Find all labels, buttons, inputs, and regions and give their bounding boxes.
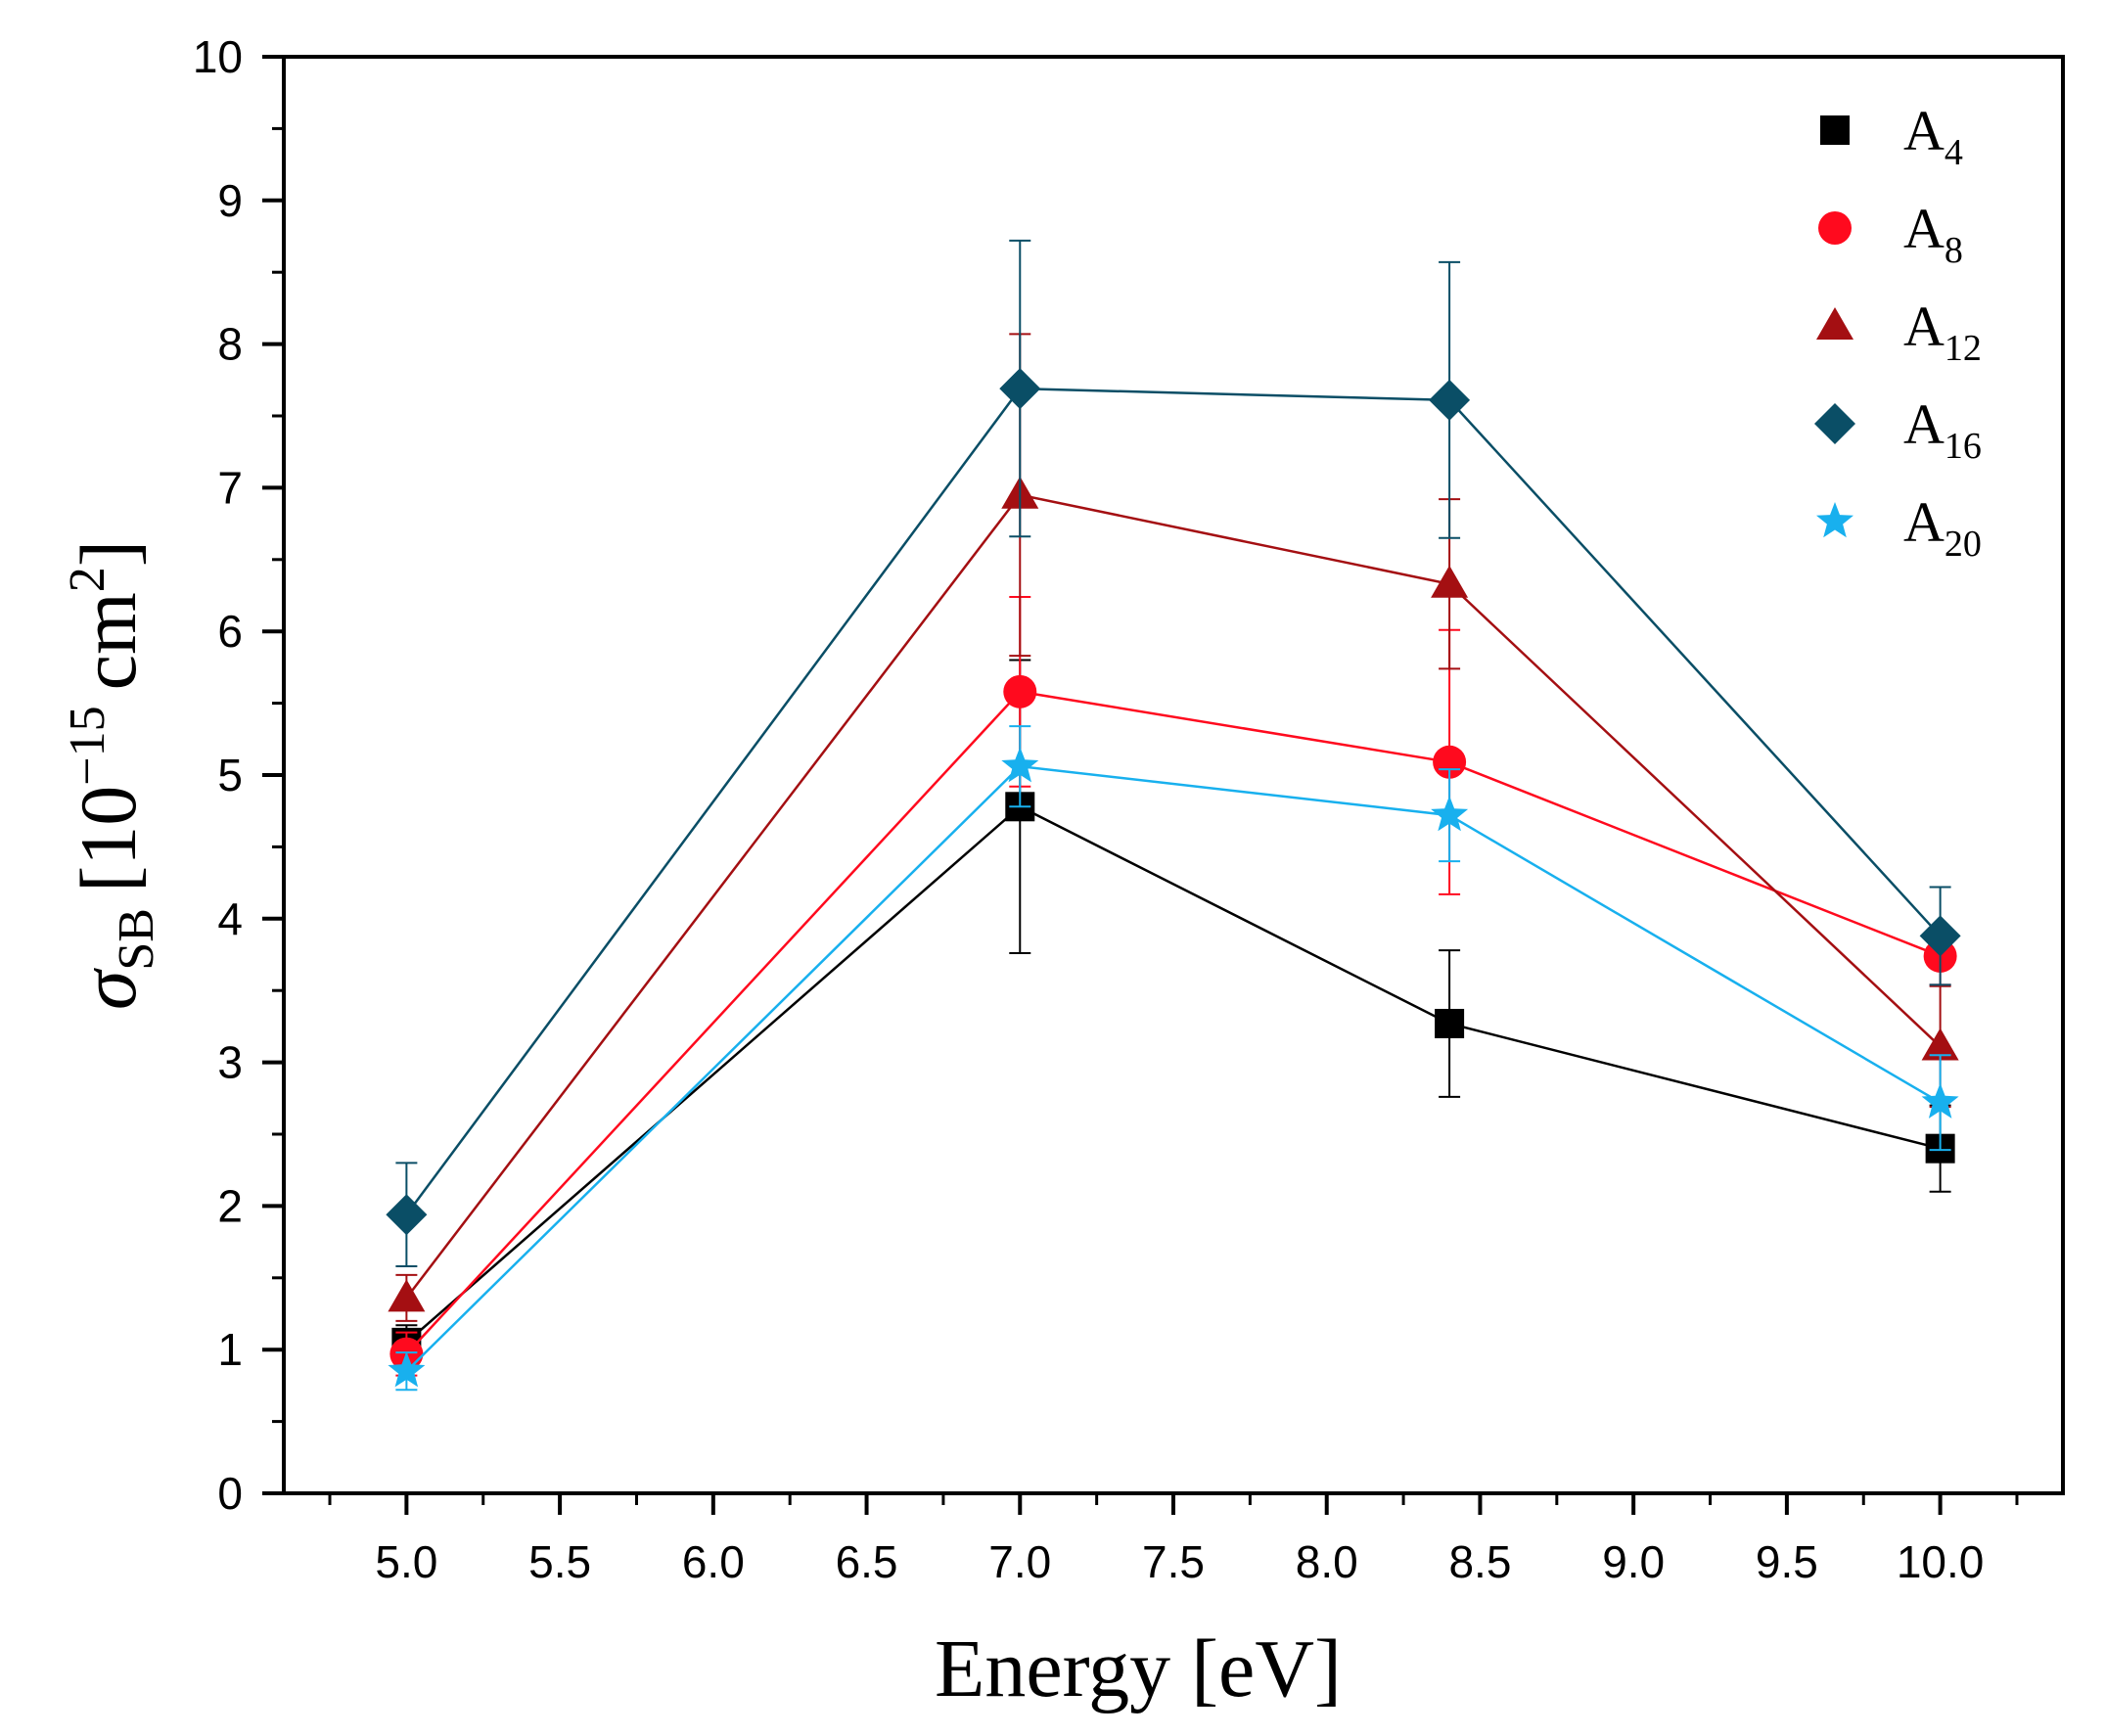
series-line	[405, 690, 1942, 1355]
y-axis-unit-suffix: ]	[64, 540, 153, 567]
legend-label-subscript: 4	[1945, 132, 1963, 173]
data-point	[386, 1194, 428, 1236]
legend-label-main: A	[1903, 392, 1945, 456]
plot-frame	[282, 55, 2065, 1495]
y-tick-label: 4	[217, 893, 243, 944]
legend-label-main: A	[1903, 490, 1945, 554]
data-point	[1919, 915, 1961, 957]
x-tick-label: 6.5	[836, 1536, 898, 1587]
data-point	[1001, 747, 1039, 783]
legend-label-subscript: 20	[1945, 524, 1982, 565]
data-point	[1429, 379, 1471, 421]
y-tick-label: 8	[217, 319, 243, 370]
legend-label: A12	[1903, 295, 1982, 369]
x-tick-label: 7.0	[988, 1536, 1051, 1587]
series-layer	[386, 239, 1961, 1392]
y-tick-label: 6	[217, 606, 243, 657]
legend-marker	[1816, 307, 1853, 340]
legend-label-subscript: 16	[1945, 426, 1982, 467]
x-axis-title: Energy [eV]	[935, 1623, 1342, 1714]
legend-label-main: A	[1903, 295, 1945, 358]
series-line	[405, 764, 1942, 1373]
y-tick-label: 5	[217, 750, 243, 800]
data-point	[1435, 1008, 1465, 1038]
series-line	[405, 387, 1942, 1215]
x-tick-label: 10.0	[1897, 1536, 1985, 1587]
data-point	[1433, 745, 1467, 779]
y-tick-label: 3	[217, 1037, 243, 1088]
y-tick-label: 7	[217, 462, 243, 513]
legend-marker	[1814, 403, 1855, 444]
x-tick-label: 8.0	[1296, 1536, 1358, 1587]
series-A20	[388, 725, 1959, 1392]
series-A12	[388, 333, 1959, 1322]
y-axis-unit: cm	[64, 592, 153, 690]
series-A16	[386, 239, 1961, 1268]
legend-label-subscript: 12	[1945, 328, 1982, 369]
y-axis-subscript: SB	[109, 908, 164, 971]
x-axis-ticks: 5.0 5.5 6.0 6.5 7.0 7.5 8.0 8.5 9.0 9.5 10.0	[328, 1493, 2019, 1587]
svg-text:σSB[10−15cm2]: σSB [10−15 cm2]	[60, 540, 164, 1010]
data-point	[1921, 1028, 1959, 1061]
x-tick-label: 7.5	[1142, 1536, 1205, 1587]
series-A8	[389, 595, 1957, 1377]
legend-label: A8	[1903, 197, 1963, 271]
legend-label: A4	[1903, 99, 1963, 173]
x-tick-label: 6.0	[682, 1536, 745, 1587]
x-tick-label: 5.0	[375, 1536, 437, 1587]
y-tick-label: 2	[217, 1180, 243, 1231]
series-line	[405, 493, 1942, 1300]
y-axis-unit-prefix: [10	[64, 786, 153, 892]
y-tick-label: 9	[217, 175, 243, 226]
data-point	[1431, 796, 1469, 832]
data-point	[388, 1279, 426, 1312]
legend-marker	[1818, 211, 1852, 245]
legend-label: A16	[1903, 392, 1982, 467]
legend-marker	[1816, 502, 1853, 538]
legend-label-main: A	[1903, 197, 1945, 260]
y-tick-label: 10	[193, 31, 243, 82]
legend-marker	[1820, 115, 1850, 145]
data-point	[1431, 565, 1469, 598]
data-point	[999, 368, 1041, 410]
x-tick-label: 9.5	[1756, 1536, 1818, 1587]
x-tick-label: 5.5	[528, 1536, 591, 1587]
y-axis-unit-exponent: 2	[60, 567, 115, 592]
y-tick-label: 0	[217, 1468, 243, 1519]
y-axis-exponent: −15	[60, 706, 115, 785]
x-tick-label: 9.0	[1602, 1536, 1665, 1587]
data-point	[1921, 1082, 1959, 1119]
legend-label-main: A	[1903, 99, 1945, 162]
legend-label: A20	[1903, 490, 1982, 565]
y-axis-title: σSB [10−15 cm2]	[60, 540, 164, 1010]
legend-label-subscript: 8	[1945, 230, 1963, 271]
series-line	[405, 804, 1941, 1344]
data-point	[1003, 674, 1037, 708]
data-point	[388, 1351, 426, 1388]
y-axis-symbol: σ	[64, 967, 153, 1010]
y-tick-label: 1	[217, 1324, 243, 1375]
x-tick-label: 8.5	[1448, 1536, 1511, 1587]
y-axis-ticks: 0 1 2 3 4 5 6 7 8 9 10	[193, 31, 284, 1519]
